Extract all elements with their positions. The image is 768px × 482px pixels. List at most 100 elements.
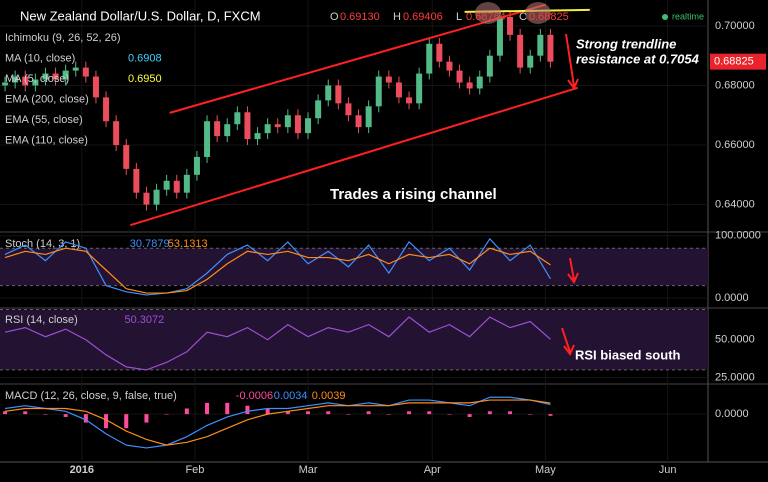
histogram-bar [407, 411, 412, 415]
candle-body [496, 16, 503, 56]
histogram-bar [63, 414, 68, 417]
candle-body [284, 115, 291, 128]
trendline [129, 86, 579, 227]
candle-body [123, 145, 130, 169]
candle-body [345, 103, 352, 116]
histogram-bar [487, 411, 492, 415]
candle-body [456, 70, 463, 83]
candle-body [82, 67, 89, 77]
legend-value: 50.3072 [125, 314, 165, 326]
candle-body [325, 85, 332, 101]
ohlc-label: H [393, 11, 401, 23]
highlight-circle [475, 2, 501, 24]
x-tick-label: Feb [185, 464, 204, 476]
status-dot [662, 14, 668, 20]
candle-body [113, 121, 120, 146]
candle-body [22, 76, 29, 86]
highlight-circle [525, 2, 551, 24]
legend-value: 0.0039 [312, 390, 346, 402]
y-tick-label: 0.0000 [715, 292, 749, 304]
chart-title: New Zealand Dollar/U.S. Dollar, D, FXCM [20, 8, 261, 23]
candle-body [466, 82, 473, 89]
candle-body [244, 112, 251, 140]
ohlc-value: 0.69130 [340, 11, 380, 23]
candle-body [486, 55, 493, 77]
candle-body [527, 55, 534, 68]
histogram-bar [467, 414, 472, 417]
x-tick-label: Mar [299, 464, 318, 476]
candle-body [537, 34, 544, 56]
ohlc-label: L [456, 11, 462, 23]
candle-body [274, 124, 281, 128]
candle-body [234, 112, 241, 125]
candle-body [315, 100, 322, 119]
histogram-bar [265, 408, 270, 415]
candle-body [103, 97, 110, 122]
candle-body [153, 189, 160, 205]
legend-value: 0.6908 [128, 52, 162, 64]
candle-body [72, 67, 79, 71]
ohlc-label: O [330, 11, 339, 23]
legend-label: MA (10, close) [5, 52, 75, 64]
histogram-bar [3, 411, 8, 415]
histogram-bar [83, 414, 88, 423]
candle-body [264, 124, 271, 134]
histogram-bar [205, 402, 210, 415]
x-tick-label: 2016 [70, 464, 94, 476]
legend-label: EMA (200, close) [5, 93, 89, 105]
candle-body [436, 43, 443, 62]
candle-body [92, 76, 99, 98]
annotation: resistance at 0.7054 [576, 51, 700, 66]
legend-label: EMA (110, close) [5, 134, 88, 146]
histogram-bar [427, 411, 432, 415]
candle-body [406, 97, 413, 104]
candle-body [52, 73, 59, 80]
histogram-bar [326, 411, 331, 415]
panel-title: RSI (14, close) [5, 314, 78, 326]
candle-body [42, 73, 49, 80]
candle-body [375, 76, 382, 107]
histogram-bar [346, 414, 351, 415]
y-tick-label: 0.66000 [715, 139, 755, 151]
indicator-line [4, 247, 551, 294]
candle-body [335, 85, 342, 104]
legend-value: -0.0006 [236, 390, 273, 402]
x-tick-label: May [535, 464, 556, 476]
candle-body [426, 43, 433, 74]
panel-title: MACD (12, 26, close, 9, false, true) [5, 390, 177, 402]
histogram-bar [447, 414, 452, 415]
histogram-bar [164, 414, 169, 415]
candle-body [133, 168, 140, 193]
histogram-bar [23, 411, 28, 415]
candle-body [193, 156, 200, 175]
legend-value: 30.7879 [130, 238, 170, 250]
candle-body [32, 79, 39, 86]
y-tick-label: 0.64000 [715, 199, 755, 211]
band [0, 309, 708, 370]
histogram-bar [225, 402, 230, 415]
histogram-bar [104, 414, 109, 429]
y-tick-label: 0.0000 [715, 408, 749, 420]
candle-body [214, 121, 221, 137]
legend-label: MA (5, close) [5, 73, 69, 85]
price-tag-label: 0.68825 [714, 56, 754, 68]
candle-body [446, 61, 453, 71]
legend-value: 0.6950 [128, 73, 162, 85]
arrow [565, 33, 579, 90]
status-label: realtime [672, 11, 704, 21]
candle-body [305, 118, 312, 134]
candle-body [2, 82, 9, 86]
histogram-bar [184, 408, 189, 415]
ohlc-value: 0.68825 [529, 11, 569, 23]
candle-body [355, 115, 362, 128]
histogram-bar [386, 414, 391, 415]
price-tag [710, 53, 766, 70]
histogram-bar [43, 414, 48, 415]
candle-body [385, 76, 392, 83]
candle-body [62, 70, 69, 80]
candle-body [143, 192, 150, 205]
x-tick-label: Apr [424, 464, 441, 476]
annotation: RSI biased south [575, 347, 681, 362]
y-tick-label: 0.70000 [715, 20, 755, 32]
